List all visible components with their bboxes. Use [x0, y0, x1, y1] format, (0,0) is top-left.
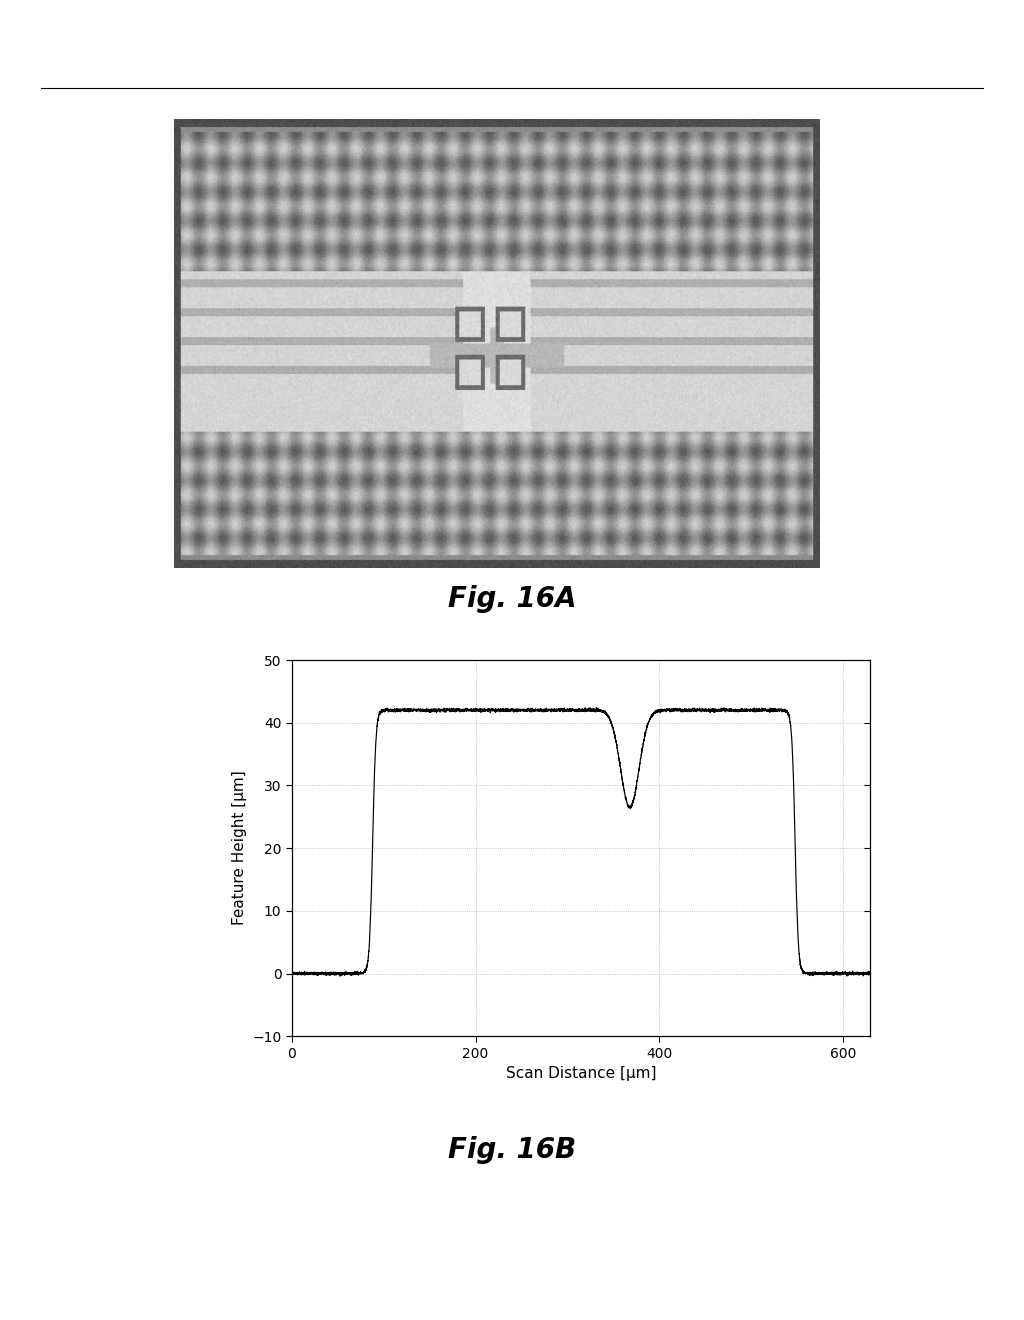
Y-axis label: Feature Height [μm]: Feature Height [μm]: [231, 771, 247, 925]
X-axis label: Scan Distance [μm]: Scan Distance [μm]: [506, 1067, 656, 1081]
Text: Fig. 16A: Fig. 16A: [447, 585, 577, 614]
Text: Fig. 16B: Fig. 16B: [447, 1137, 577, 1164]
